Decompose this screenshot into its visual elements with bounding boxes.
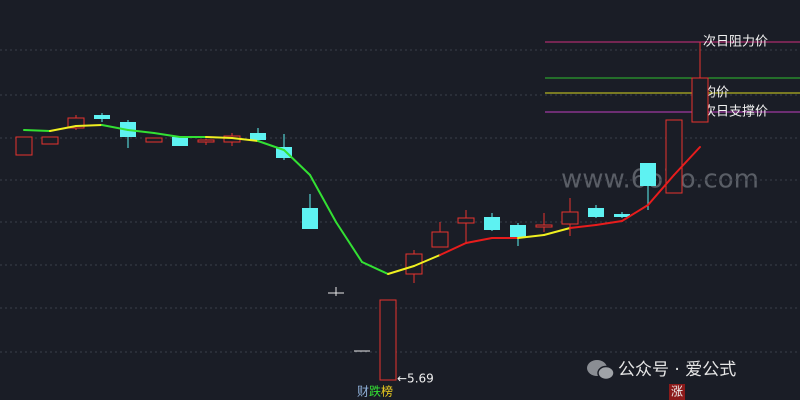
ma-line — [257, 140, 285, 151]
ma-line — [387, 265, 415, 275]
candle-body — [197, 139, 215, 143]
ma-line — [569, 224, 597, 229]
ma-line — [101, 124, 129, 131]
ma-line — [205, 136, 233, 139]
candle-body — [457, 217, 475, 224]
level-label: 次日支撑价 — [703, 104, 768, 120]
candle-body — [405, 253, 423, 275]
candle-body — [250, 133, 266, 140]
level-label: 次日阻力价 — [703, 34, 768, 50]
candle-body — [561, 211, 579, 225]
candle-body — [640, 163, 656, 186]
candle-body — [145, 137, 163, 143]
ma-line — [543, 227, 571, 236]
rise-tag-box — [669, 384, 685, 400]
ma-line — [439, 242, 467, 256]
ma-line — [283, 149, 311, 176]
rise-tag: 涨 — [671, 384, 683, 399]
candle-body — [665, 119, 683, 194]
footer-brand: 公众号 · 爱公式 — [618, 360, 736, 380]
candle-body — [15, 136, 33, 156]
candle-body — [535, 224, 553, 228]
ma-line — [465, 237, 493, 244]
bottom-tag: 财 — [357, 385, 369, 399]
low-marker: ←5.69 — [397, 372, 434, 386]
bottom-tag: 跌 — [369, 384, 381, 399]
brand-icon — [587, 360, 615, 381]
ma-line — [49, 125, 77, 132]
candle-body — [614, 214, 630, 217]
ma-line — [335, 221, 363, 263]
ma-line — [595, 220, 623, 226]
ma-line — [361, 261, 389, 275]
candle-body — [302, 208, 318, 229]
ma-line — [673, 146, 701, 176]
ma-line — [75, 124, 103, 127]
ma-line — [517, 234, 545, 239]
ma-line — [309, 174, 337, 223]
candle-body — [588, 208, 604, 217]
candle-body — [379, 299, 397, 381]
ma-line — [413, 254, 441, 267]
candle-body — [510, 225, 526, 238]
bottom-tag: 榜 — [381, 384, 393, 399]
ma-line — [231, 137, 259, 142]
ma-line — [647, 174, 675, 206]
candle-body — [431, 231, 449, 248]
ma-line — [621, 204, 649, 222]
candle-body — [67, 117, 85, 129]
ma-line — [23, 129, 51, 132]
candle-body — [691, 77, 709, 123]
candle-body — [41, 136, 59, 145]
level-label: 均价 — [703, 86, 729, 101]
candle-body — [94, 115, 110, 119]
ma-line — [127, 129, 155, 134]
ma-line — [153, 132, 181, 138]
candle-body — [484, 217, 500, 230]
candle-body — [172, 137, 188, 146]
candle-body — [276, 147, 292, 158]
